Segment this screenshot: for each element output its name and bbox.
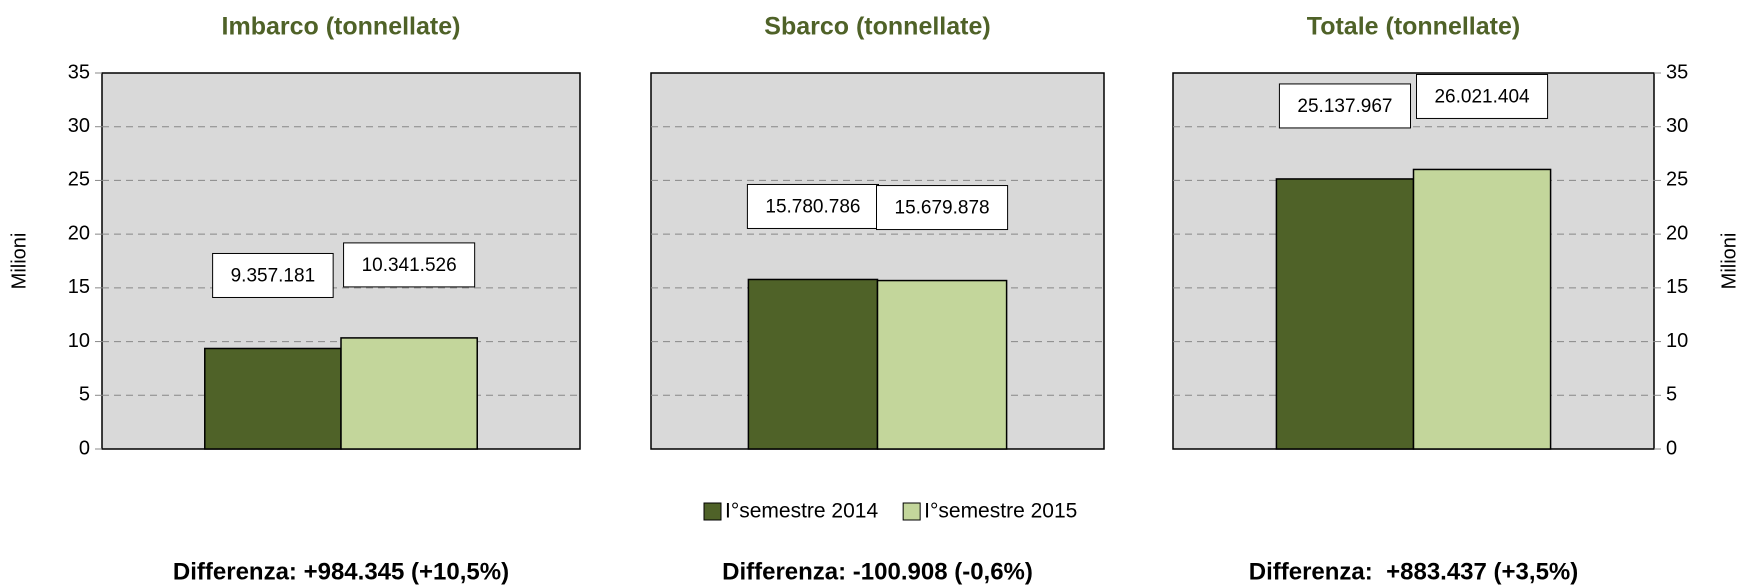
value-label: 10.341.526 xyxy=(343,242,476,288)
y-tick-label: 35 xyxy=(68,61,90,83)
data-label: 15.679.878 xyxy=(895,198,990,219)
chart-title: Totale (tonnellate) xyxy=(1307,13,1520,41)
data-label: 10.341.526 xyxy=(362,255,457,276)
y-tick-label: 30 xyxy=(1666,115,1688,137)
legend: I°semestre 2014 I°semestre 2015 xyxy=(703,500,1077,523)
y-tick-label: 5 xyxy=(79,384,90,406)
difference-note: Differenza: +883.437 (+3,5%) xyxy=(1249,558,1579,585)
y-tick-label: 35 xyxy=(1666,61,1688,83)
legend-swatch xyxy=(902,502,921,521)
bar xyxy=(1412,168,1552,450)
y-tick-label: 15 xyxy=(68,276,90,298)
bar xyxy=(876,279,1008,450)
label-box xyxy=(876,185,1009,231)
y-tick-label: 5 xyxy=(1666,384,1677,406)
value-label: 15.679.878 xyxy=(876,185,1009,231)
bar xyxy=(747,278,879,450)
data-label: 26.021.404 xyxy=(1434,86,1530,107)
legend-label: I°semestre 2015 xyxy=(924,500,1077,523)
y-tick-label: 10 xyxy=(68,330,90,352)
y-tick-label: 20 xyxy=(1666,222,1688,244)
label-box xyxy=(1278,83,1412,129)
label-box xyxy=(1415,73,1549,119)
difference-note: Differenza: +984.345 (+10,5%) xyxy=(173,558,509,585)
legend-swatch xyxy=(703,502,722,521)
value-label: 15.780.786 xyxy=(746,183,879,229)
chart-title: Imbarco (tonnellate) xyxy=(222,13,461,41)
y-tick-label: 0 xyxy=(1666,437,1677,459)
difference-note: Differenza: -100.908 (-0,6%) xyxy=(722,558,1033,585)
y-tick-label: 25 xyxy=(1666,169,1688,191)
data-label: 25.137.967 xyxy=(1297,96,1392,117)
label-box xyxy=(343,242,476,288)
value-label: 26.021.404 xyxy=(1415,73,1549,119)
value-label: 25.137.967 xyxy=(1278,83,1412,129)
y-tick-label: 15 xyxy=(1666,276,1688,298)
y-tick-label: 0 xyxy=(79,437,90,459)
label-box xyxy=(212,252,334,298)
bar xyxy=(340,337,478,450)
data-label: 9.357.181 xyxy=(231,265,316,286)
data-label: 15.780.786 xyxy=(765,196,860,217)
y-tick-label: 30 xyxy=(68,115,90,137)
legend-label: I°semestre 2014 xyxy=(725,500,878,523)
bar xyxy=(204,347,342,450)
y-axis-label: Milioni xyxy=(8,233,30,290)
value-label: 9.357.181 xyxy=(212,252,334,298)
chart-title: Sbarco (tonnellate) xyxy=(764,13,990,41)
y-tick-label: 25 xyxy=(68,169,90,191)
y-tick-label: 20 xyxy=(68,222,90,244)
y-tick-label: 10 xyxy=(1666,330,1688,352)
y-axis-label: Milioni xyxy=(1718,233,1740,290)
bar xyxy=(1275,178,1415,450)
